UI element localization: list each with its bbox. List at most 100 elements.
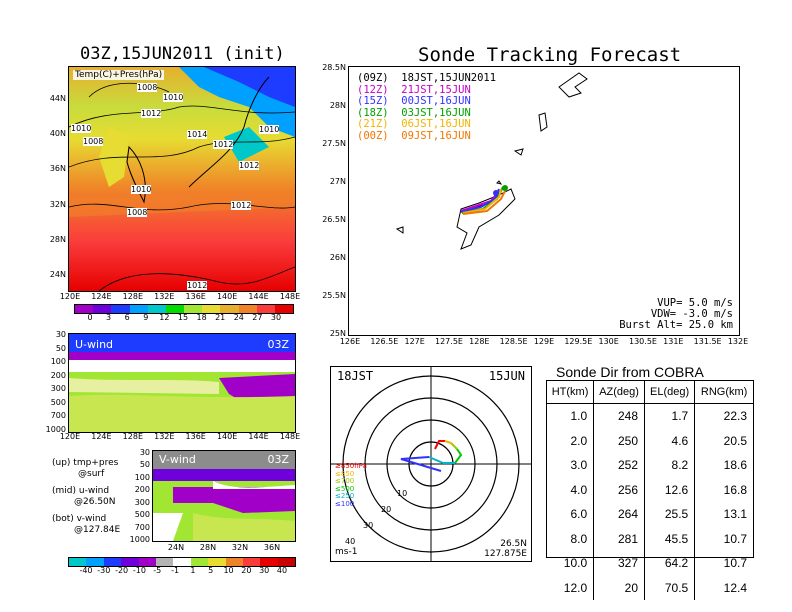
lon-tick-label: 132E: [727, 337, 749, 346]
table-cell: 3.0: [547, 453, 595, 478]
pressure-tick-label: 30: [139, 448, 150, 457]
table-cell: 281: [593, 526, 646, 551]
polar-level-label: ≤700: [335, 477, 355, 485]
colorbar-tick: -1: [171, 566, 180, 575]
pressure-tick-label: 50: [55, 343, 66, 353]
colorbar-swatch: [173, 558, 191, 566]
table-cell: 16.8: [723, 482, 747, 497]
uwind-label: U-wind: [75, 338, 114, 351]
table-cell: 1.0: [547, 403, 595, 429]
table-cell: 70.5: [644, 575, 696, 600]
polar-level-label: ≤500: [335, 484, 355, 493]
ring-label: 20: [381, 505, 392, 514]
table-cell: 256: [593, 477, 646, 502]
table-cell: 10.0: [547, 551, 595, 576]
lat-tick-label: 27N: [329, 177, 346, 186]
isobar-label: 1010: [163, 93, 184, 102]
pressure-tick-label: 50: [139, 460, 150, 470]
colorbar-swatch: [225, 558, 243, 566]
lon-tick-label: 124E: [91, 292, 112, 301]
lon-tick-label: 132E: [154, 292, 175, 301]
pressure-tick-label: 500: [50, 397, 66, 407]
table-row: 6.0 264 25.5 13.1: [547, 502, 753, 527]
colorbar-swatch: [242, 558, 261, 566]
dir-table-box: HT(km) AZ(deg) EL(deg) RNG(km) 1.0 248 1.7 22.…: [546, 380, 754, 600]
pressure-tick-label: 500: [134, 510, 150, 520]
colorbar-tick: 30: [270, 313, 282, 322]
track-legend-code: (21Z): [357, 118, 389, 130]
lon-tick-label: 136E: [185, 432, 206, 441]
table-cell: 6.0: [547, 502, 595, 527]
colorbar-tick: 12: [159, 313, 170, 322]
colorbar-swatch: [129, 305, 148, 313]
vwind-time: 03Z: [267, 453, 289, 466]
polar-level-label: ≤850: [335, 469, 355, 478]
pressure-tick-label: 30: [55, 330, 66, 339]
lon-tick-label: 144E: [248, 292, 269, 301]
polar-lon: 127.875E: [484, 549, 527, 559]
polar-panel: 18JST 15JUN 10 20 30 40 ≥850hPa ≤850 ≤700 ≤…: [330, 366, 532, 562]
track-endpoint: [502, 185, 508, 191]
temp-colorbar: [74, 304, 294, 314]
colorbar-tick: 21: [215, 313, 226, 322]
pressure-tick-label: 200: [50, 370, 66, 380]
legend-line: (up) tmp+pres: [52, 458, 119, 468]
track-legend-code: (15Z): [357, 95, 389, 107]
colorbar-swatch: [274, 305, 294, 313]
track-map-panel: (09Z) 18JST,15JUN2011 (12Z) 21JST,15JUN (1…: [348, 66, 740, 336]
table-cell: 10.7: [723, 531, 747, 546]
table-cell: 25.5: [644, 502, 696, 527]
colorbar-swatch: [111, 305, 130, 313]
dir-table-title: Sonde Dir from COBRA: [556, 364, 704, 380]
legend-line: @26.50N: [74, 497, 116, 507]
uwind-time: 03Z: [267, 338, 289, 351]
lon-tick-label: 140E: [216, 432, 238, 441]
lat-tick-label: 36N: [49, 164, 66, 174]
colorbar-swatch: [103, 558, 122, 566]
param-vdw: VDW= -3.0 m/s: [650, 308, 733, 320]
hodograph: [400, 440, 463, 472]
table-cell: 20.5: [723, 433, 747, 448]
table-cell: 8.2: [644, 453, 696, 478]
lon-tick-label: 128E: [469, 337, 490, 346]
colorbar-swatch: [75, 305, 94, 313]
lon-tick-label: 130E: [598, 337, 619, 346]
colorbar-swatch: [69, 558, 87, 566]
table-cell: 250: [593, 428, 646, 453]
lon-tick-label: 120E: [59, 292, 81, 301]
ring-label: 30: [363, 521, 374, 530]
track-legend-row: (09Z) 18JST,15JUN2011: [357, 72, 496, 85]
polar-time: 18JST: [337, 369, 374, 383]
colorbar-tick: 6: [124, 313, 130, 322]
colorbar-swatch: [260, 558, 278, 566]
isobar-label: 1014: [187, 130, 208, 139]
temp-map: [69, 67, 295, 291]
lon-tick-label: 140E: [216, 292, 238, 301]
track-legend-row: (18Z) 03JST,16JUN: [357, 107, 496, 120]
table-cell: 248: [593, 403, 646, 429]
colorbar-swatch: [147, 305, 166, 313]
colorbar-tick: 30: [259, 566, 270, 575]
isobar-label: 1012: [239, 161, 260, 170]
colorbar-swatch: [277, 558, 296, 566]
lat-tick-label: 44N: [49, 94, 66, 103]
table-header: HT(km): [547, 381, 595, 404]
lat-tick-label: 25N: [329, 329, 346, 338]
colorbar-tick: 10: [223, 566, 234, 575]
lat-tick-label: 28.5N: [322, 63, 346, 72]
table-cell: 20: [593, 575, 646, 600]
pressure-tick-label: 700: [134, 522, 150, 532]
table-cell: 4.0: [547, 477, 595, 502]
track-legend-row: (15Z) 00JST,16JUN: [357, 95, 496, 108]
ring-label: 10: [397, 489, 408, 498]
colorbar-tick: 0: [87, 313, 93, 322]
table-cell: 22.3: [723, 409, 747, 424]
lat-tick-label: 40N: [49, 129, 66, 139]
lat-tick-label: 32N: [231, 543, 249, 552]
colorbar-swatch: [86, 558, 104, 566]
colorbar-swatch: [121, 558, 139, 566]
dir-table: HT(km) AZ(deg) EL(deg) RNG(km) 1.0 248 1.7 22.…: [547, 381, 753, 600]
lon-tick-label: 129.5E: [564, 337, 593, 346]
table-cell: 252: [593, 453, 646, 478]
colorbar-tick: 27: [252, 313, 263, 322]
